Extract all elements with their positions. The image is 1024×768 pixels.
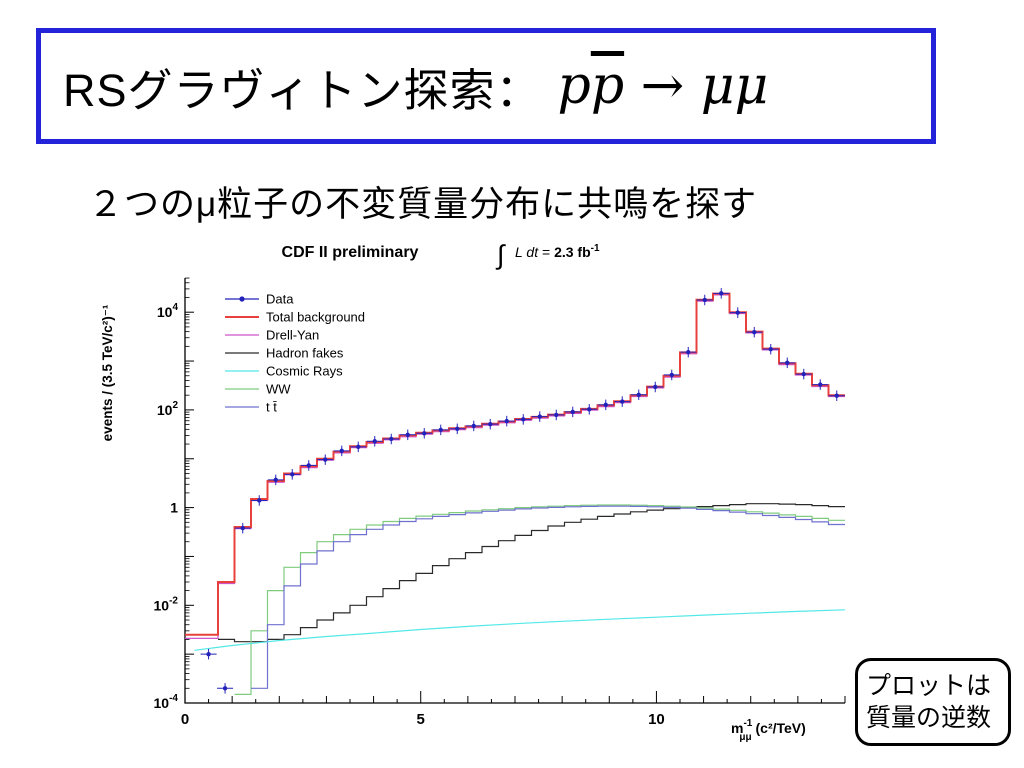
x-tick-label: 10 bbox=[648, 711, 665, 728]
legend-item-ww: WW bbox=[225, 382, 291, 397]
legend-item-hadron_fakes: Hadron fakes bbox=[225, 346, 344, 361]
math-pbar: p bbox=[590, 56, 625, 116]
series-ww bbox=[234, 504, 845, 695]
series-hadron_fakes bbox=[218, 503, 845, 643]
legend-label: Data bbox=[266, 292, 294, 307]
x-tick-label: 0 bbox=[181, 711, 189, 728]
y-axis-title: events / (3.5 TeV/c²)⁻¹ bbox=[100, 304, 115, 441]
y-tick-label: 104 bbox=[157, 302, 179, 320]
y-tick-label: 102 bbox=[157, 400, 179, 418]
integral-sign: ∫ bbox=[495, 240, 506, 270]
legend-label: t t̄ bbox=[266, 400, 277, 415]
legend-label: Total background bbox=[266, 310, 365, 325]
math-arrow-mumu: → μμ bbox=[624, 56, 769, 116]
legend-label: Drell-Yan bbox=[266, 328, 319, 343]
y-tick-label: 10-2 bbox=[154, 595, 179, 613]
legend-item-cosmic_rays: Cosmic Rays bbox=[225, 364, 343, 379]
callout-note: プロットは 質量の逆数 bbox=[855, 658, 1011, 746]
legend-label: Hadron fakes bbox=[266, 346, 344, 361]
plot-title: CDF II preliminary bbox=[282, 244, 419, 261]
series-ttbar bbox=[251, 505, 845, 689]
slide-title: RSグラヴィトン探索： bbox=[63, 64, 542, 116]
x-axis-title: m-1 μμ (c²/TeV) bbox=[731, 718, 806, 743]
y-tick-label: 10-4 bbox=[154, 693, 179, 711]
legend-label: Cosmic Rays bbox=[266, 364, 343, 379]
x-tick-label: 5 bbox=[417, 711, 425, 728]
callout-line1: プロットは bbox=[866, 671, 992, 700]
chart: 104 102 1 10-2 10-4 0 5 10 Data Total background D… bbox=[95, 233, 865, 748]
luminosity-label: L dt = 2.3 fb-1 bbox=[515, 243, 600, 260]
slide-subtitle: ２つのμ粒子の不変質量分布に共鳴を探す bbox=[88, 185, 758, 224]
title-box: RSグラヴィトン探索： pp → μμ bbox=[36, 28, 936, 144]
legend-label: WW bbox=[266, 382, 291, 397]
legend-item-drell_yan: Drell-Yan bbox=[225, 328, 319, 343]
series-cosmic_rays bbox=[194, 609, 846, 651]
series-total_background bbox=[185, 292, 845, 636]
title-math-formula: pp → μμ bbox=[558, 56, 769, 116]
legend-item-data: Data bbox=[225, 292, 294, 307]
callout-line2: 質量の逆数 bbox=[866, 704, 992, 732]
legend-item-total_background: Total background bbox=[225, 310, 365, 325]
series-data bbox=[200, 288, 845, 694]
physics-plot: 104 102 1 10-2 10-40 5 10 Data Total background D… bbox=[100, 240, 846, 743]
legend-item-ttbar: t t̄ bbox=[225, 400, 277, 415]
math-p: p bbox=[557, 56, 591, 116]
y-tick-label: 1 bbox=[170, 500, 178, 516]
